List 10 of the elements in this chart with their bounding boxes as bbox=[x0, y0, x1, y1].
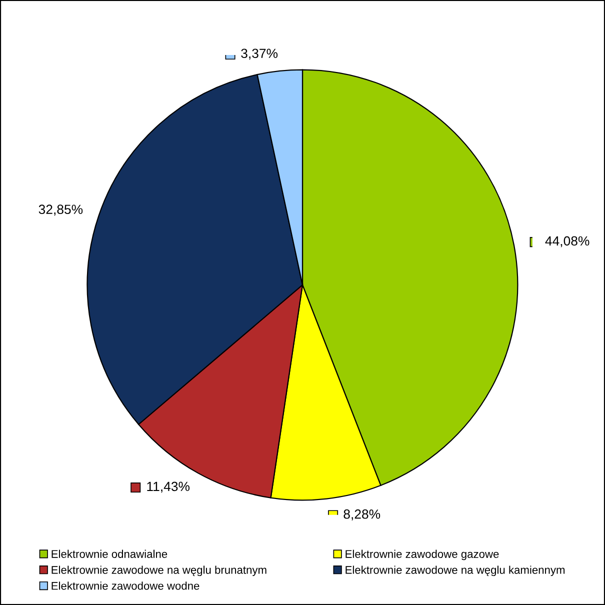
data-label: 8,28% bbox=[344, 509, 380, 520]
legend-label: Elektrownie odnawialne bbox=[52, 550, 168, 558]
data-label: 11,43% bbox=[147, 482, 190, 493]
data-label: 3,37% bbox=[241, 48, 278, 60]
legend-label: Elektrownie zawodowe na węglu brunatnym bbox=[52, 566, 266, 576]
data-label: 44,08% bbox=[545, 236, 590, 248]
legend-label: Elektrownie zawodowe na węglu kamiennym bbox=[346, 566, 565, 576]
legend-label: Elektrownie zawodowe wodne bbox=[52, 582, 200, 590]
data-label: 32,85% bbox=[38, 204, 83, 216]
legend-label: Elektrownie zawodowe gazowe bbox=[346, 550, 499, 560]
